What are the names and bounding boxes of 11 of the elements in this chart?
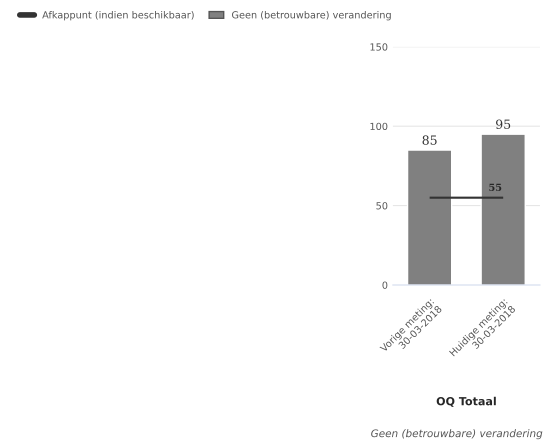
legend-label: Geen (betrouwbare) verandering bbox=[232, 10, 391, 20]
y-tick-label: 50 bbox=[376, 202, 388, 210]
y-tick-label: 150 bbox=[370, 43, 388, 51]
x-axis-title: OQ Totaal bbox=[436, 396, 496, 407]
data-label: 85 bbox=[422, 135, 437, 145]
y-tick-label: 100 bbox=[370, 122, 388, 130]
y-tick-label: 0 bbox=[382, 281, 388, 289]
text: Geen (betrouwbare) verandering bbox=[371, 429, 542, 440]
annotation: 55 bbox=[489, 184, 502, 192]
data-label: 95 bbox=[496, 120, 510, 129]
legend-label: Afkappunt (indien beschikbaar) bbox=[42, 10, 194, 20]
